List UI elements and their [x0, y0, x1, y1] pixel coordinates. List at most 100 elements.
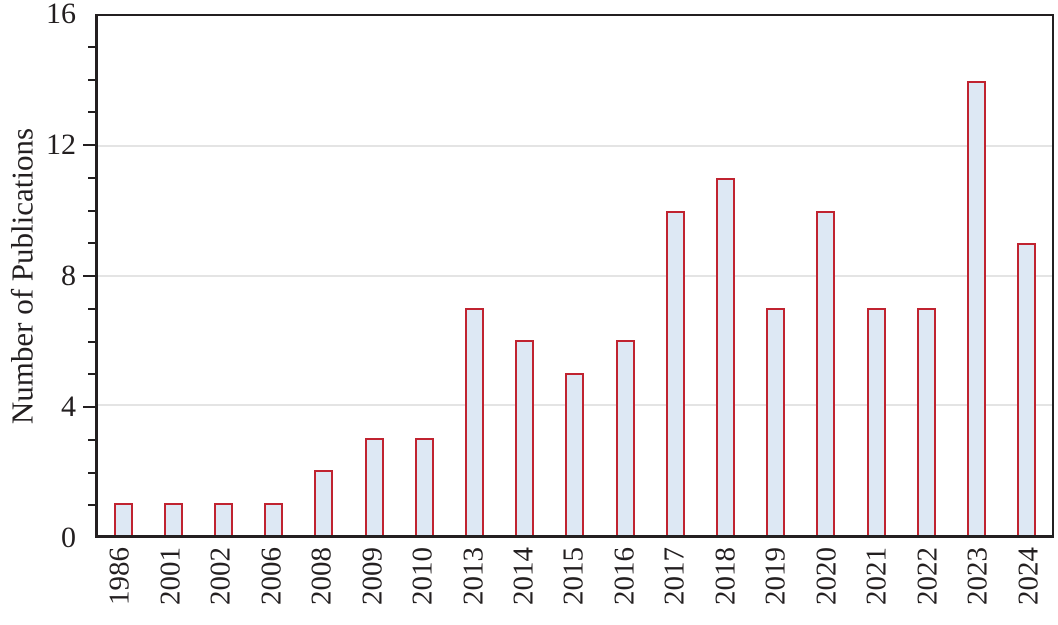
x-tick-cell: 2020 — [802, 546, 852, 624]
bar-cell — [801, 16, 851, 535]
bar-2023 — [967, 80, 987, 535]
bar-2015 — [565, 372, 585, 535]
y-ticks — [82, 14, 95, 538]
bar-2019 — [766, 307, 786, 535]
bar-cell — [951, 16, 1001, 535]
bar-1986 — [113, 502, 133, 535]
bar-2008 — [314, 470, 334, 535]
x-tick-cell: 2002 — [196, 546, 246, 624]
y-minor-tick — [88, 471, 95, 474]
x-tick-label: 2024 — [1012, 547, 1045, 605]
bar-2020 — [816, 210, 836, 535]
bar-cell — [148, 16, 198, 535]
y-major-tick — [83, 275, 95, 277]
y-minor-tick — [88, 78, 95, 81]
x-tick-cell: 2024 — [1003, 546, 1053, 624]
bar-cell — [550, 16, 600, 535]
x-tick-cell: 2015 — [549, 546, 599, 624]
bar-2006 — [264, 502, 284, 535]
y-major-tick — [83, 144, 95, 146]
x-tick-cell: 2009 — [347, 546, 397, 624]
bar-cell — [399, 16, 449, 535]
x-tick-cell: 2013 — [448, 546, 498, 624]
x-tick-label: 2002 — [204, 547, 237, 605]
x-tick-label: 2020 — [810, 547, 843, 605]
bar-cell — [449, 16, 499, 535]
y-minor-tick — [88, 307, 95, 310]
plot-area — [95, 14, 1054, 538]
bar-cell — [500, 16, 550, 535]
bar-2018 — [716, 178, 736, 535]
y-tick-label: 4 — [61, 390, 76, 423]
gridline — [98, 274, 1052, 277]
x-tick-cell: 2014 — [499, 546, 549, 624]
y-tick-label: 0 — [61, 521, 76, 554]
y-tick-label: 8 — [61, 259, 76, 292]
x-tick-label: 2015 — [557, 547, 590, 605]
x-tick-label: 2010 — [406, 547, 439, 605]
x-tick-label: 2018 — [709, 547, 742, 605]
bar-cell — [700, 16, 750, 535]
bar-cell — [349, 16, 399, 535]
y-minor-tick — [88, 504, 95, 507]
y-minor-tick — [88, 438, 95, 441]
y-tick-label: 16 — [46, 0, 76, 30]
bar-cell — [851, 16, 901, 535]
x-tick-label: 2017 — [658, 547, 691, 605]
bar-2001 — [163, 502, 183, 535]
bar-2016 — [615, 340, 635, 535]
x-tick-cell: 2019 — [751, 546, 801, 624]
bar-2010 — [414, 437, 434, 535]
bar-2022 — [916, 307, 936, 535]
bar-2024 — [1017, 243, 1037, 535]
bar-cell — [751, 16, 801, 535]
bar-2009 — [364, 437, 384, 535]
x-tick-label: 2009 — [356, 547, 389, 605]
x-tick-cell: 1986 — [95, 546, 145, 624]
y-minor-tick — [88, 111, 95, 114]
x-tick-cell: 2022 — [903, 546, 953, 624]
bar-cell — [98, 16, 148, 535]
x-tick-label: 2008 — [305, 547, 338, 605]
x-tick-label: 2006 — [255, 547, 288, 605]
bar-2013 — [464, 307, 485, 535]
y-minor-tick — [88, 176, 95, 179]
bar-cell — [198, 16, 248, 535]
bar-2014 — [515, 340, 535, 535]
x-tick-label: 2016 — [608, 547, 641, 605]
y-minor-tick — [88, 242, 95, 245]
bars-container — [98, 16, 1052, 535]
bar-cell — [299, 16, 349, 535]
bar-cell — [901, 16, 951, 535]
x-tick-cell: 2018 — [701, 546, 751, 624]
bar-cell — [1002, 16, 1052, 535]
x-tick-cell: 2010 — [398, 546, 448, 624]
y-tick-labels: 0 4 8 12 16 — [0, 0, 76, 553]
x-tick-label: 2022 — [911, 547, 944, 605]
x-tick-labels: 1986 2001 2002 2006 2008 2009 2010 2013 2014 2015… — [95, 546, 1054, 624]
x-tick-cell: 2008 — [297, 546, 347, 624]
bar-2021 — [866, 307, 886, 535]
y-major-tick — [83, 406, 95, 408]
x-tick-label: 2019 — [759, 547, 792, 605]
bar-2017 — [665, 210, 685, 535]
y-minor-tick — [88, 45, 95, 48]
y-minor-tick — [88, 373, 95, 376]
bar-cell — [650, 16, 700, 535]
bar-cell — [600, 16, 650, 535]
bar-cell — [249, 16, 299, 535]
x-tick-cell: 2006 — [246, 546, 296, 624]
x-tick-label: 2023 — [961, 547, 994, 605]
x-tick-cell: 2021 — [852, 546, 902, 624]
y-minor-tick — [88, 340, 95, 343]
x-tick-cell: 2017 — [650, 546, 700, 624]
x-tick-label: 2014 — [507, 547, 540, 605]
x-tick-label: 2021 — [860, 547, 893, 605]
x-tick-label: 2013 — [457, 547, 490, 605]
gridline — [98, 144, 1052, 147]
y-tick-label: 12 — [46, 128, 76, 161]
x-tick-cell: 2016 — [600, 546, 650, 624]
y-minor-tick — [88, 209, 95, 212]
x-tick-label: 1986 — [103, 547, 136, 605]
